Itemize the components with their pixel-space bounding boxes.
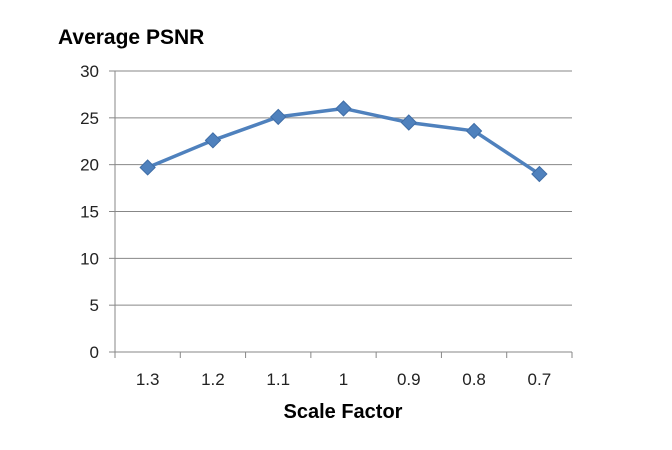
x-tick-label: 1.3 bbox=[136, 370, 160, 389]
x-tick-label: 0.7 bbox=[528, 370, 552, 389]
gridlines bbox=[115, 70, 572, 306]
x-tick-label: 0.9 bbox=[397, 370, 421, 389]
x-tick-label: 0.8 bbox=[462, 370, 486, 389]
y-tick-label: 25 bbox=[80, 109, 99, 128]
x-tick-label: 1.1 bbox=[266, 370, 290, 389]
data-point bbox=[531, 165, 548, 183]
data-point bbox=[335, 100, 352, 117]
series bbox=[139, 100, 548, 183]
axes bbox=[109, 70, 573, 358]
y-tick-label: 0 bbox=[90, 343, 99, 362]
data-point bbox=[204, 132, 222, 149]
y-tick-label: 15 bbox=[80, 203, 99, 222]
x-tick-label: 1.2 bbox=[201, 370, 225, 389]
data-point bbox=[465, 122, 483, 140]
data-point bbox=[270, 108, 287, 126]
x-tick-label: 1 bbox=[339, 370, 348, 389]
y-tick-labels: 0 5 10 15 20 25 30 bbox=[80, 62, 99, 362]
data-point bbox=[139, 159, 156, 176]
y-tick-label: 20 bbox=[80, 156, 99, 175]
y-axis-title: Average PSNR bbox=[58, 26, 204, 49]
x-axis-title: Scale Factor bbox=[284, 401, 403, 423]
y-tick-label: 10 bbox=[80, 249, 99, 268]
data-point bbox=[400, 114, 417, 131]
y-tick-label: 5 bbox=[90, 296, 99, 315]
x-tick-labels: 1.3 1.2 1.1 1 0.9 0.8 0.7 bbox=[136, 370, 551, 389]
y-tick-label: 30 bbox=[80, 62, 99, 81]
